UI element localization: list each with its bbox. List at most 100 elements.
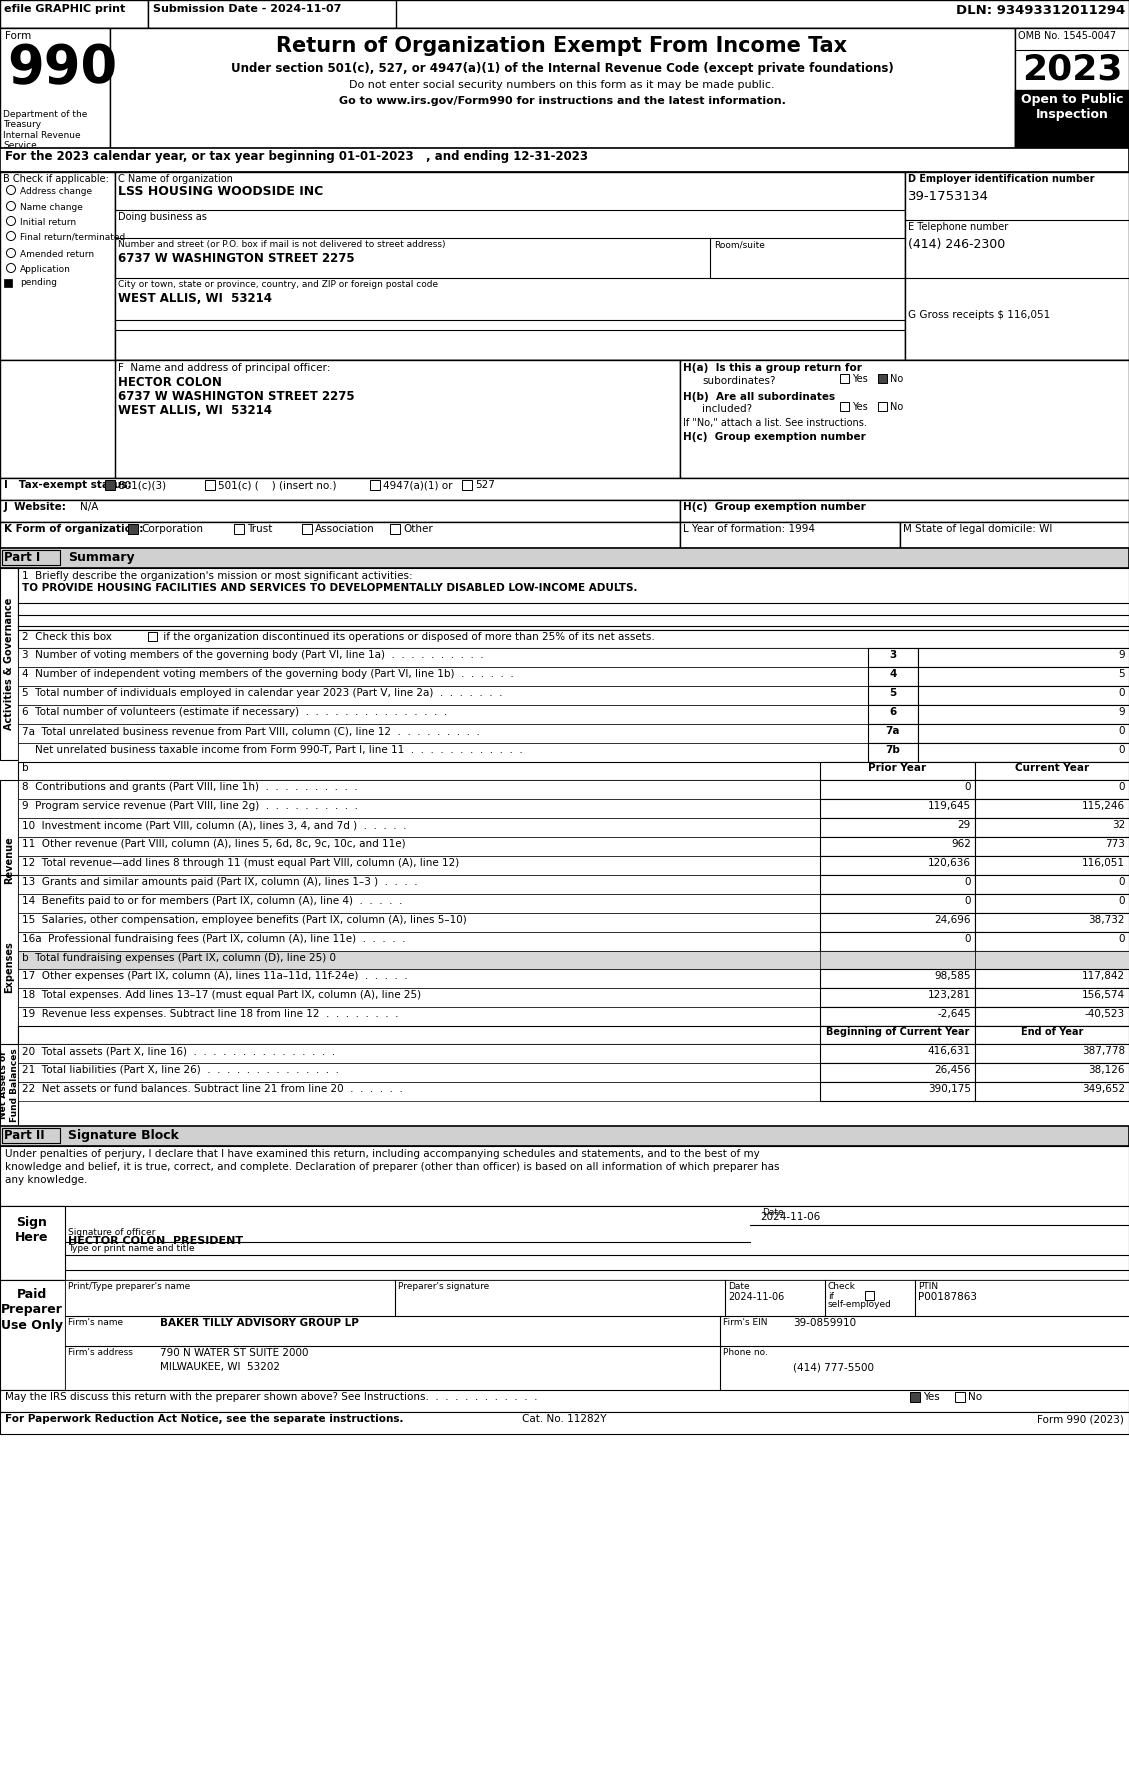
Bar	[975, 1044, 1129, 1063]
Bar	[868, 705, 918, 724]
Bar	[18, 932, 1129, 952]
Bar	[0, 1390, 1129, 1413]
Bar	[462, 480, 472, 489]
Bar	[301, 525, 312, 533]
Text: Trust: Trust	[247, 525, 272, 533]
Text: 2024-11-06: 2024-11-06	[728, 1293, 785, 1302]
Text: Signature Block: Signature Block	[68, 1128, 178, 1143]
Text: M State of legal domicile: WI: M State of legal domicile: WI	[903, 525, 1052, 533]
Text: WEST ALLIS, WI  53214: WEST ALLIS, WI 53214	[119, 291, 272, 306]
Text: Initial return: Initial return	[20, 217, 76, 228]
Text: 0: 0	[1119, 878, 1124, 887]
Text: 501(c) (    ) (insert no.): 501(c) ( ) (insert no.)	[218, 480, 336, 489]
Bar	[115, 171, 905, 360]
Text: N/A: N/A	[80, 502, 98, 512]
Text: 98,585: 98,585	[935, 971, 971, 980]
Bar	[868, 668, 918, 685]
Bar	[0, 1206, 1129, 1280]
Text: Return of Organization Exempt From Income Tax: Return of Organization Exempt From Incom…	[277, 35, 848, 57]
Bar	[918, 724, 1129, 743]
Bar	[868, 648, 918, 668]
Bar	[18, 781, 1129, 798]
Bar	[0, 1206, 65, 1280]
Text: 527: 527	[475, 480, 495, 489]
Bar	[1015, 90, 1129, 148]
Text: 29: 29	[957, 819, 971, 830]
Bar	[0, 874, 18, 1060]
Text: knowledge and belief, it is true, correct, and complete. Declaration of preparer: knowledge and belief, it is true, correc…	[5, 1162, 779, 1173]
Text: Cat. No. 11282Y: Cat. No. 11282Y	[523, 1415, 606, 1423]
Text: 10  Investment income (Part VIII, column (A), lines 3, 4, and 7d )  .  .  .  .  : 10 Investment income (Part VIII, column …	[21, 819, 406, 830]
Bar	[918, 705, 1129, 724]
Bar	[18, 685, 1129, 705]
Bar	[18, 705, 1129, 724]
Text: 0: 0	[1119, 745, 1124, 756]
Bar	[205, 480, 215, 489]
Bar	[370, 480, 380, 489]
Bar	[975, 1063, 1129, 1083]
Bar	[148, 0, 396, 28]
Text: 11  Other revenue (Part VIII, column (A), lines 5, 6d, 8c, 9c, 10c, and 11e): 11 Other revenue (Part VIII, column (A),…	[21, 839, 405, 849]
Text: -2,645: -2,645	[937, 1008, 971, 1019]
Circle shape	[7, 217, 16, 226]
Text: Paid
Preparer
Use Only: Paid Preparer Use Only	[1, 1289, 63, 1332]
Text: E Telephone number: E Telephone number	[908, 223, 1008, 231]
Bar	[975, 818, 1129, 837]
Text: H(b)  Are all subordinates: H(b) Are all subordinates	[683, 392, 835, 403]
Text: 26,456: 26,456	[935, 1065, 971, 1075]
Text: City or town, state or province, country, and ZIP or foreign postal code: City or town, state or province, country…	[119, 281, 438, 290]
Bar	[0, 1146, 1129, 1206]
Text: P00187863: P00187863	[918, 1293, 977, 1302]
Bar	[955, 1392, 965, 1402]
Text: Date: Date	[762, 1208, 784, 1217]
Bar	[18, 952, 1129, 970]
Text: if the organization discontinued its operations or disposed of more than 25% of : if the organization discontinued its ope…	[160, 632, 655, 643]
Bar	[18, 818, 1129, 837]
Text: Go to www.irs.gov/Form990 for instructions and the latest information.: Go to www.irs.gov/Form990 for instructio…	[339, 95, 786, 106]
Text: I   Tax-exempt status:: I Tax-exempt status:	[5, 480, 132, 489]
Text: 990: 990	[7, 42, 117, 94]
Bar	[0, 1044, 18, 1127]
Bar	[390, 525, 400, 533]
Text: 38,126: 38,126	[1088, 1065, 1124, 1075]
Circle shape	[7, 231, 16, 240]
Bar	[2, 1128, 60, 1143]
Text: 962: 962	[951, 839, 971, 849]
Text: Print/Type preparer's name: Print/Type preparer's name	[68, 1282, 191, 1291]
Bar	[0, 1280, 65, 1390]
Bar	[820, 781, 975, 798]
Bar	[900, 523, 1129, 547]
Bar	[820, 1007, 975, 1026]
Bar	[0, 171, 1129, 360]
Bar	[0, 1127, 1129, 1146]
Text: PTIN: PTIN	[918, 1282, 938, 1291]
Bar	[110, 28, 1015, 148]
Text: 0: 0	[1119, 689, 1124, 698]
Text: 38,732: 38,732	[1088, 915, 1124, 925]
Bar	[0, 523, 680, 547]
Text: 15  Salaries, other compensation, employee benefits (Part IX, column (A), lines : 15 Salaries, other compensation, employe…	[21, 915, 466, 925]
Text: Address change: Address change	[20, 187, 93, 196]
Bar	[65, 1346, 1129, 1390]
Text: L Year of formation: 1994: L Year of formation: 1994	[683, 525, 815, 533]
Text: No: No	[890, 374, 903, 383]
Text: 2  Check this box: 2 Check this box	[21, 632, 112, 643]
Bar	[0, 1280, 1129, 1390]
Text: (414) 246-2300: (414) 246-2300	[908, 238, 1005, 251]
Bar	[18, 987, 1129, 1007]
Text: Corporation: Corporation	[141, 525, 203, 533]
Bar	[918, 648, 1129, 668]
Bar	[1015, 28, 1129, 148]
Bar	[18, 569, 1129, 630]
Text: Yes: Yes	[924, 1392, 939, 1402]
Bar	[5, 279, 12, 288]
Text: Under section 501(c), 527, or 4947(a)(1) of the Internal Revenue Code (except pr: Under section 501(c), 527, or 4947(a)(1)…	[230, 62, 893, 74]
Text: 13  Grants and similar amounts paid (Part IX, column (A), lines 1–3 )  .  .  .  : 13 Grants and similar amounts paid (Part…	[21, 878, 418, 887]
Text: Do not enter social security numbers on this form as it may be made public.: Do not enter social security numbers on …	[349, 79, 774, 90]
Bar	[820, 1083, 975, 1100]
Bar	[680, 360, 1129, 479]
Text: OMB No. 1545-0047: OMB No. 1545-0047	[1018, 32, 1117, 41]
Text: WEST ALLIS, WI  53214: WEST ALLIS, WI 53214	[119, 404, 272, 417]
Bar	[975, 781, 1129, 798]
Text: 9: 9	[1119, 706, 1124, 717]
